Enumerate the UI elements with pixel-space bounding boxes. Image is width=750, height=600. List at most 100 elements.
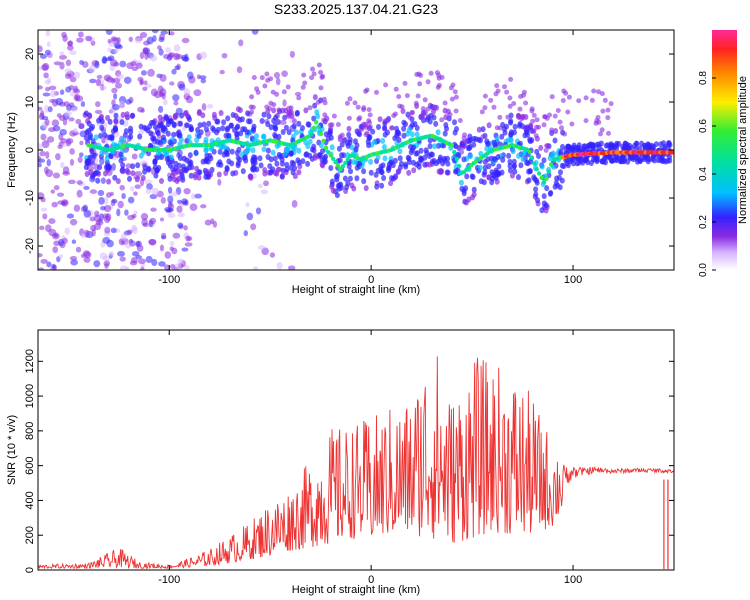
spectrogram-point [119, 60, 127, 68]
spectrogram-point [169, 240, 175, 247]
spectrogram-point [188, 172, 194, 179]
ridge-point [539, 175, 544, 180]
spectrogram-point [279, 119, 287, 125]
spectrogram-point [471, 191, 477, 198]
spectrogram-point [276, 107, 282, 113]
spectrogram-point [168, 31, 175, 36]
spectrogram-point [215, 118, 221, 125]
spectrogram-point [380, 137, 386, 144]
spectrogram-point [427, 161, 433, 168]
spectrogram-point [493, 169, 499, 176]
spectrogram-point [268, 156, 274, 163]
spectrogram-point [40, 207, 48, 212]
spectrogram-point [75, 246, 82, 253]
spectrogram-point [118, 100, 125, 109]
spectrogram-point [282, 150, 288, 157]
spectrogram-point [655, 157, 661, 163]
spectrogram-point [137, 258, 146, 265]
spectrogram-point [328, 134, 334, 141]
spectrogram-point [104, 226, 111, 234]
spectrogram-point [254, 133, 259, 140]
spectrogram-point [399, 160, 404, 167]
spectrogram-point [366, 135, 372, 142]
spectrogram-point [38, 143, 43, 150]
spectrogram-point [138, 129, 145, 135]
spectrogram-point [529, 108, 535, 114]
spectrogram-point [410, 110, 415, 115]
spectrogram-point [422, 154, 428, 161]
spectrogram-point [467, 153, 473, 160]
spectrogram-point [217, 159, 223, 166]
spectrogram-point [296, 159, 302, 166]
spectrogram-point [254, 166, 260, 173]
spectrogram-point [569, 121, 575, 127]
spectrogram-point [296, 95, 302, 101]
spectrogram-point [201, 121, 207, 128]
spectrogram-point [447, 112, 453, 118]
spectrogram-point [336, 145, 342, 152]
colorbar-tick-label: 0.4 [698, 167, 709, 181]
spectrogram-point [461, 187, 467, 194]
spectrogram-point [73, 204, 81, 212]
spectrogram-point [377, 116, 383, 123]
spectrogram-point [103, 260, 111, 267]
spectrogram-point [83, 256, 91, 263]
spectrogram-point [104, 155, 110, 162]
spectrogram-point [174, 178, 180, 184]
spectrogram-point [482, 164, 488, 171]
spectrogram-point [318, 152, 323, 159]
spectrogram-point [119, 256, 126, 262]
spectrogram-point [238, 39, 244, 47]
spectrogram-point [38, 155, 42, 163]
spectrogram-point [146, 36, 154, 45]
spectrogram-point [66, 44, 74, 51]
spectrogram-point [424, 116, 430, 123]
spectrogram-point [105, 30, 113, 36]
spectrogram-point [110, 36, 118, 42]
spectrogram-point [95, 101, 101, 108]
colorbar-tick-label: 0.2 [698, 215, 709, 229]
spectrogram-point [95, 78, 102, 87]
spectrogram-point [88, 125, 94, 132]
spectrogram-point [145, 188, 152, 195]
spectrogram-point [288, 265, 296, 270]
chart-title: S233.2025.137.04.21.G23 [274, 1, 438, 17]
spectrogram-point [187, 161, 193, 167]
spectrogram-point [458, 179, 464, 186]
spectrogram-point [296, 147, 302, 154]
spectrogram-point [59, 89, 65, 95]
spectrogram-point [75, 118, 82, 125]
spectrogram-point [102, 132, 108, 139]
ridge-point [318, 131, 324, 137]
x-tick-label: -100 [158, 574, 180, 586]
spectrogram-point [56, 192, 65, 197]
spectrogram-point [319, 74, 325, 80]
spectrogram-point [425, 79, 431, 85]
spectrogram-point [149, 193, 158, 200]
spectrogram-point [133, 191, 138, 196]
spectrogram-point [576, 159, 582, 166]
spectrogram-point [280, 129, 286, 135]
ridge-point [335, 163, 341, 168]
spectrogram-point [184, 242, 193, 247]
spectrogram-point [90, 138, 96, 145]
spectrogram-point [177, 258, 184, 265]
spectrogram-point [55, 97, 64, 106]
spectrogram-point [533, 133, 539, 139]
spectrogram-point [93, 134, 99, 141]
spectrogram-point [645, 141, 651, 148]
spectrogram-point [82, 204, 89, 212]
spectrogram-point [381, 175, 387, 181]
spectrogram-point [181, 155, 187, 162]
spectrogram-point [588, 160, 594, 166]
spectrogram-point [508, 76, 514, 82]
spectrogram-point [59, 54, 67, 60]
spectrogram-point [334, 192, 340, 199]
spectrogram-point [488, 97, 494, 103]
spectrogram-point [139, 51, 145, 60]
spectrogram-point [208, 155, 214, 162]
spectrogram-point [105, 114, 111, 121]
spectrogram-point [381, 144, 387, 150]
spectrogram-point [478, 178, 484, 185]
